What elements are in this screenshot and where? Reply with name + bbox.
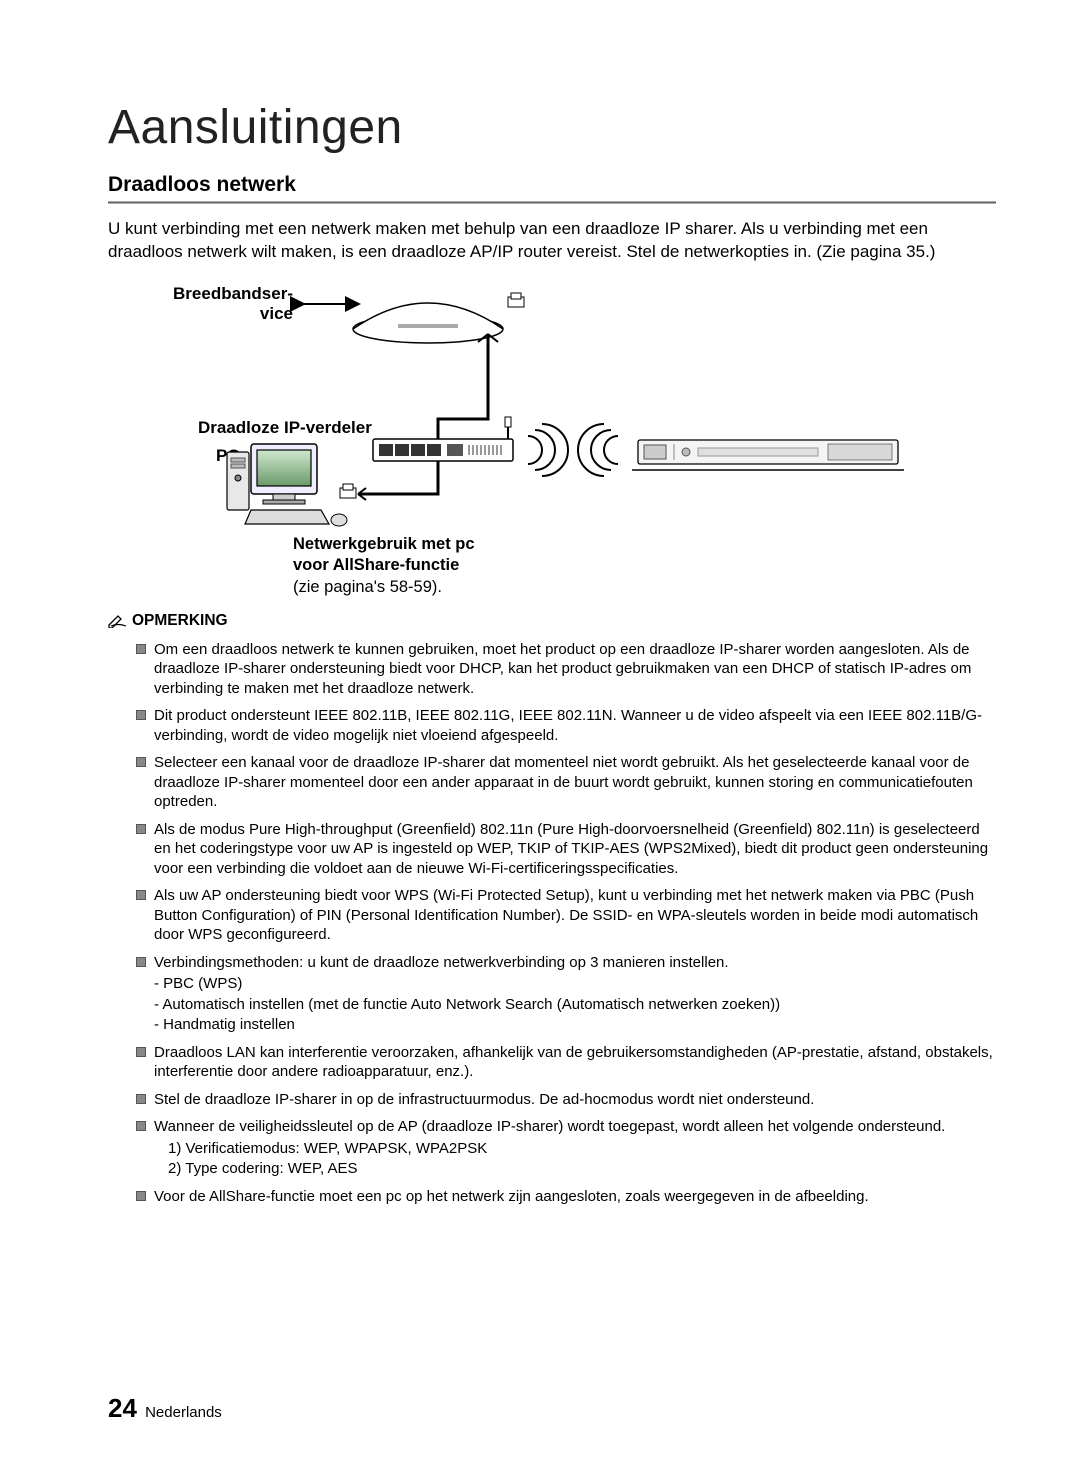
notes-list: Om een draadloos netwerk te kunnen gebru… (108, 640, 996, 1207)
note-item: Als uw AP ondersteuning biedt voor WPS (… (136, 886, 996, 945)
pc-icon (227, 444, 347, 526)
note-numlist: 1) Verificatiemodus: WEP, WPAPSK, WPA2PS… (168, 1139, 996, 1179)
page-language: Nederlands (145, 1404, 222, 1421)
note-item: Stel de draadloze IP-sharer in op de inf… (136, 1090, 996, 1110)
sublist-item: - PBC (WPS) (154, 974, 996, 994)
note-sublist: - PBC (WPS) - Automatisch instellen (met… (154, 974, 996, 1035)
pencil-icon (108, 614, 126, 628)
page-footer: 24 Nederlands (108, 1393, 222, 1424)
intro-paragraph: U kunt verbinding met een netwerk maken … (108, 218, 996, 264)
diagram-svg (188, 284, 948, 544)
note-item: Wanneer de veiligheidssleutel op de AP (… (136, 1117, 996, 1179)
note-item: Om een draadloos netwerk te kunnen gebru… (136, 640, 996, 699)
wifi-waves-out-icon (528, 424, 568, 476)
sublist-item: - Handmatig instellen (154, 1015, 996, 1035)
section-title: Draadloos netwerk (108, 173, 996, 197)
network-diagram: Breedbandser- vice Draadloze IP-verdeler… (128, 284, 996, 604)
note-item-text: Wanneer de veiligheidssleutel op de AP (… (154, 1118, 945, 1135)
note-item: Draadloos LAN kan interferentie veroorza… (136, 1043, 996, 1082)
note-item-text: Verbindingsmethoden: u kunt de draadloze… (154, 954, 729, 971)
sublist-item: - Automatisch instellen (met de functie … (154, 995, 996, 1015)
section-rule (108, 201, 996, 204)
note-item: Voor de AllShare-functie moet een pc op … (136, 1187, 996, 1207)
note-heading-text: OPMERKING (132, 612, 228, 630)
wifi-waves-in-icon (578, 424, 618, 476)
chapter-title: Aansluitingen (108, 100, 996, 155)
note-item: Selecteer een kanaal voor de draadloze I… (136, 753, 996, 812)
note-item: Dit product ondersteunt IEEE 802.11B, IE… (136, 706, 996, 745)
caption-line2: voor AllShare-functie (293, 556, 459, 574)
player-device-icon (632, 440, 904, 470)
note-item: Verbindingsmethoden: u kunt de draadloze… (136, 953, 996, 1035)
note-item: Als de modus Pure High-throughput (Green… (136, 820, 996, 879)
page-number: 24 (108, 1393, 137, 1423)
broadband-modem-icon (353, 293, 524, 343)
numlist-item: 2) Type codering: WEP, AES (168, 1159, 996, 1179)
numlist-item: 1) Verificatiemodus: WEP, WPAPSK, WPA2PS… (168, 1139, 996, 1159)
note-header: OPMERKING (108, 612, 996, 630)
wireless-router-icon (373, 417, 513, 461)
caption-line3: (zie pagina's 58-59). (293, 578, 442, 596)
